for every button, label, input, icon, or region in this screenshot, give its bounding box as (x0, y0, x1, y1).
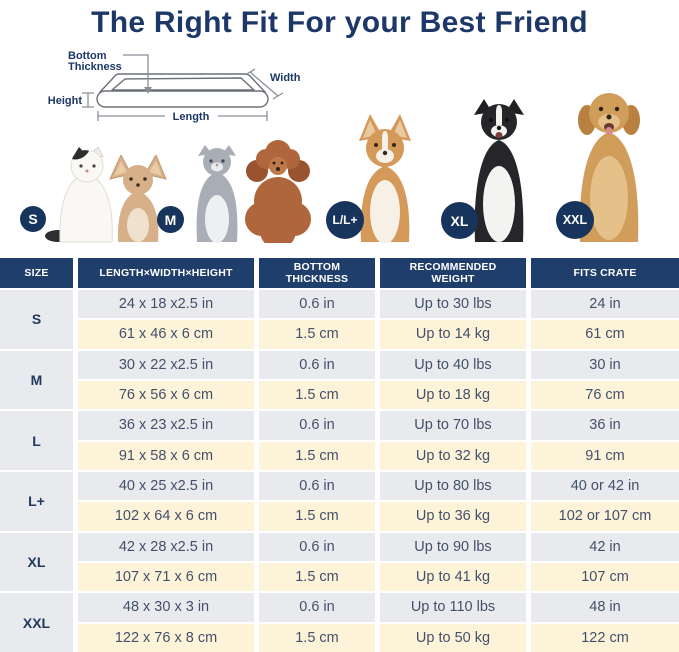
table-cell: 40 or 42 in (531, 472, 679, 501)
table-cell: 1.5 cm (259, 320, 375, 349)
bed-rim-outline (99, 73, 266, 93)
table-cell: 1.5 cm (259, 563, 375, 592)
table-cell: 30 in (531, 350, 679, 379)
table-cell: 107 x 71 x 6 cm (78, 563, 254, 592)
golden-retriever-image (578, 93, 640, 242)
width-dimension-line (244, 68, 284, 100)
table-cell: 36 x 23 x2.5 in (78, 411, 254, 440)
length-label: Length (173, 111, 210, 123)
chihuahua-image (109, 155, 167, 242)
size-label: XL (0, 532, 73, 592)
table-cell: 102 x 64 x 6 cm (78, 502, 254, 531)
table-cell: 76 x 56 x 6 cm (78, 381, 254, 410)
corgi-image (359, 114, 411, 243)
table-cell: 40 x 25 x2.5 in (78, 472, 254, 501)
column-header-bottom-thickness: BOTTOM THICKNESS (259, 258, 375, 288)
table-cell: 91 x 58 x 6 cm (78, 441, 254, 470)
table-cell: 30 x 22 x2.5 in (78, 350, 254, 379)
table-cell: Up to 32 kg (380, 441, 526, 470)
table-cell: 24 in (531, 290, 679, 319)
height-label: Height (48, 95, 83, 107)
size-badge-xl: XL (441, 202, 478, 239)
table-cell: 0.6 in (259, 532, 375, 561)
table-cell: 91 cm (531, 441, 679, 470)
poodle-image (245, 140, 311, 243)
table-cell: 76 cm (531, 381, 679, 410)
table-cell: Up to 30 lbs (380, 290, 526, 319)
width-label: Width (270, 72, 301, 84)
table-cell: 42 in (531, 532, 679, 561)
table-cell: 122 x 76 x 8 cm (78, 623, 254, 652)
small-cat-image (45, 147, 113, 243)
table-cell: Up to 90 lbs (380, 532, 526, 561)
dog-bed-diagram: Bottom Thickness Height Length Width (30, 46, 310, 142)
table-cell: 48 in (531, 593, 679, 622)
size-label: L+ (0, 472, 73, 531)
table-cell: 0.6 in (259, 593, 375, 622)
size-table: SIZE LENGTH×WIDTH×HEIGHT BOTTOM THICKNES… (0, 258, 679, 652)
table-cell: 102 or 107 cm (531, 502, 679, 531)
table-cell: 1.5 cm (259, 502, 375, 531)
table-cell: 122 cm (531, 623, 679, 652)
bottom-thickness-label-line1: Bottom (68, 50, 107, 62)
table-cell: 61 cm (531, 320, 679, 349)
table-cell: Up to 41 kg (380, 563, 526, 592)
table-cell: 1.5 cm (259, 441, 375, 470)
table-cell: 0.6 in (259, 350, 375, 379)
size-label: S (0, 290, 73, 349)
table-cell: 0.6 in (259, 411, 375, 440)
table-cell: 24 x 18 x2.5 in (78, 290, 254, 319)
pets-row: S M L/L+ XL XXL (0, 84, 679, 243)
height-bracket (82, 92, 94, 108)
table-cell: 1.5 cm (259, 381, 375, 410)
border-collie-image (474, 99, 524, 242)
column-header-fits-crate: FITS CRATE (531, 258, 679, 288)
size-label: L (0, 411, 73, 470)
table-cell: Up to 40 lbs (380, 350, 526, 379)
size-badge-xxl: XXL (556, 201, 594, 239)
medium-cat-image (196, 145, 238, 243)
bottom-thickness-arrowhead (144, 87, 152, 94)
size-label: XXL (0, 593, 73, 652)
length-dimension-line (97, 111, 268, 121)
table-cell: 0.6 in (259, 472, 375, 501)
table-cell: Up to 110 lbs (380, 593, 526, 622)
table-cell: 107 cm (531, 563, 679, 592)
column-header-size: SIZE (0, 258, 73, 288)
table-cell: Up to 14 kg (380, 320, 526, 349)
table-cell: Up to 18 kg (380, 381, 526, 410)
size-label: M (0, 350, 73, 410)
table-cell: Up to 70 lbs (380, 411, 526, 440)
table-cell: Up to 80 lbs (380, 472, 526, 501)
table-cell: 1.5 cm (259, 623, 375, 652)
table-cell: Up to 50 kg (380, 623, 526, 652)
bed-base-outline (96, 90, 269, 108)
size-badge-l-lplus: L/L+ (326, 201, 364, 239)
bottom-thickness-label-line2: Thickness (68, 61, 122, 73)
bed-inner-rim-outline (111, 77, 255, 91)
table-cell: 36 in (531, 411, 679, 440)
table-cell: 48 x 30 x 3 in (78, 593, 254, 622)
page-title: The Right Fit For your Best Friend (91, 6, 588, 39)
bottom-thickness-leader-line (123, 54, 149, 88)
table-cell: 0.6 in (259, 290, 375, 319)
size-badge-m: M (157, 206, 184, 233)
table-cell: 42 x 28 x2.5 in (78, 532, 254, 561)
table-cell: Up to 36 kg (380, 502, 526, 531)
size-badge-s: S (20, 206, 46, 232)
table-cell: 61 x 46 x 6 cm (78, 320, 254, 349)
column-header-recommended-weight: RECOMMENDED WEIGHT (380, 258, 526, 288)
column-header-dimensions: LENGTH×WIDTH×HEIGHT (78, 258, 254, 288)
